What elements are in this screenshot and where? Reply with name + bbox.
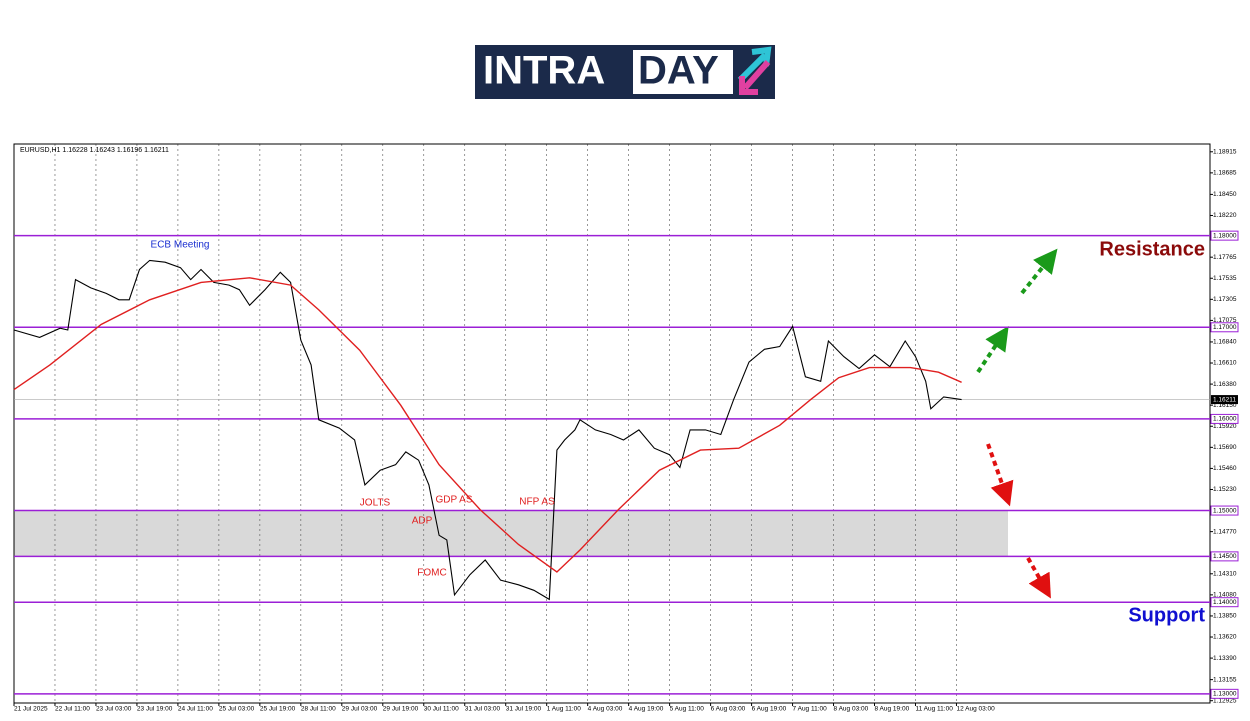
y-tick-label: 1.16610 — [1213, 360, 1237, 367]
logo-text: DAY — [638, 49, 719, 93]
y-tick-label: 1.16840 — [1213, 339, 1237, 346]
x-tick-label: 29 Jul 03:00 — [342, 706, 378, 713]
x-tick-label: 25 Jul 19:00 — [260, 706, 296, 713]
y-tick-label: 1.13850 — [1213, 613, 1237, 620]
annotation: JOLTS — [360, 498, 391, 509]
y-tick-label: 1.17305 — [1213, 296, 1237, 303]
y-tick-label: 1.16380 — [1213, 381, 1237, 388]
level-tag — [1210, 505, 1239, 516]
annotation: ADP — [412, 516, 433, 527]
price-tag — [1211, 395, 1238, 405]
x-tick-label: 11 Aug 11:00 — [915, 706, 953, 713]
y-tick-label: 1.14310 — [1213, 571, 1237, 578]
y-tick-label: 1.18220 — [1213, 212, 1237, 219]
y-tick-label: 1.13155 — [1213, 676, 1237, 683]
moving-average — [13, 277, 962, 573]
level-label: 1.17000 — [1213, 324, 1237, 331]
x-tick-label: 31 Jul 03:00 — [465, 706, 501, 713]
y-tick-label: 1.15230 — [1213, 486, 1237, 493]
x-tick-label: 24 Jul 11:00 — [178, 706, 213, 713]
resistance-label: Resistance — [1099, 238, 1205, 260]
arrow — [1020, 248, 1058, 295]
level-label: 1.14500 — [1213, 553, 1237, 560]
annotation: ECB Meeting — [151, 240, 210, 251]
plot-frame — [13, 143, 1211, 704]
y-tick-label: 1.18450 — [1213, 191, 1237, 198]
level-tag — [1210, 413, 1239, 424]
y-tick-label: 1.12925 — [1213, 697, 1237, 704]
x-tick-label: 12 Aug 03:00 — [956, 706, 995, 713]
arrow — [1026, 557, 1051, 599]
annotation: NFP AS — [519, 497, 555, 508]
y-tick-label: 1.17535 — [1213, 275, 1237, 282]
logo-text: INTRA — [483, 49, 605, 93]
annotation: FOMC — [417, 568, 446, 579]
y-tick-label: 1.17765 — [1213, 254, 1237, 261]
x-tick-label: 4 Aug 19:00 — [629, 706, 664, 713]
y-tick-label: 1.13390 — [1213, 655, 1237, 662]
y-tick-label: 1.14770 — [1213, 528, 1237, 535]
zone — [14, 510, 1008, 557]
x-tick-label: 23 Jul 19:00 — [137, 706, 173, 713]
x-tick-label: 5 Aug 11:00 — [670, 706, 705, 713]
logo-box — [633, 50, 733, 94]
logo-icon — [737, 46, 772, 83]
x-tick-label: 29 Jul 19:00 — [383, 706, 419, 713]
level-tag — [1210, 551, 1239, 562]
level-tag — [1210, 688, 1239, 699]
x-tick-label: 8 Aug 03:00 — [834, 706, 869, 713]
y-tick-label: 1.14080 — [1213, 592, 1237, 599]
support-label: Support — [1128, 604, 1205, 626]
x-tick-label: 8 Aug 19:00 — [875, 706, 910, 713]
x-tick-label: 6 Aug 03:00 — [711, 706, 746, 713]
price-line-series — [13, 259, 962, 601]
x-tick-label: 23 Jul 03:00 — [96, 706, 132, 713]
arrow — [986, 443, 1014, 507]
level-tag — [1210, 230, 1239, 241]
chart-title: EURUSD,H1 1.16228 1.16243 1.16196 1.1621… — [20, 147, 169, 154]
level-label: 1.16000 — [1213, 416, 1237, 423]
level-label: 1.13000 — [1213, 691, 1237, 698]
logo: INTRA DAY — [475, 45, 775, 99]
x-tick-label: 7 Aug 11:00 — [793, 706, 828, 713]
level-tag — [1210, 322, 1239, 333]
x-tick-label: 22 Jul 11:00 — [55, 706, 90, 713]
y-tick-label: 1.18915 — [1213, 149, 1237, 156]
x-tick-label: 1 Aug 11:00 — [547, 706, 582, 713]
price-label: 1.16211 — [1213, 396, 1236, 403]
level-tag — [1210, 597, 1239, 608]
logo-icon — [739, 60, 771, 95]
x-tick-label: 31 Jul 19:00 — [506, 706, 542, 713]
x-tick-label: 21 Jul 2025 — [14, 706, 48, 713]
level-label: 1.14000 — [1213, 599, 1237, 606]
y-tick-label: 1.18685 — [1213, 170, 1237, 177]
x-tick-label: 25 Jul 03:00 — [219, 706, 255, 713]
y-tick-label: 1.15690 — [1213, 444, 1237, 451]
level-label: 1.18000 — [1213, 232, 1237, 239]
y-tick-label: 1.16150 — [1213, 402, 1237, 409]
x-tick-label: 4 Aug 03:00 — [588, 706, 623, 713]
x-tick-label: 30 Jul 11:00 — [424, 706, 459, 713]
y-tick-label: 1.13620 — [1213, 634, 1237, 641]
y-tick-label: 1.15920 — [1213, 423, 1237, 430]
arrow — [976, 326, 1009, 374]
annotation: GDP AS — [435, 495, 472, 506]
y-tick-label: 1.15460 — [1213, 465, 1237, 472]
y-tick-label: 1.17075 — [1213, 317, 1237, 324]
level-label: 1.15000 — [1213, 507, 1237, 514]
x-tick-label: 6 Aug 19:00 — [752, 706, 787, 713]
x-tick-label: 28 Jul 11:00 — [301, 706, 336, 713]
